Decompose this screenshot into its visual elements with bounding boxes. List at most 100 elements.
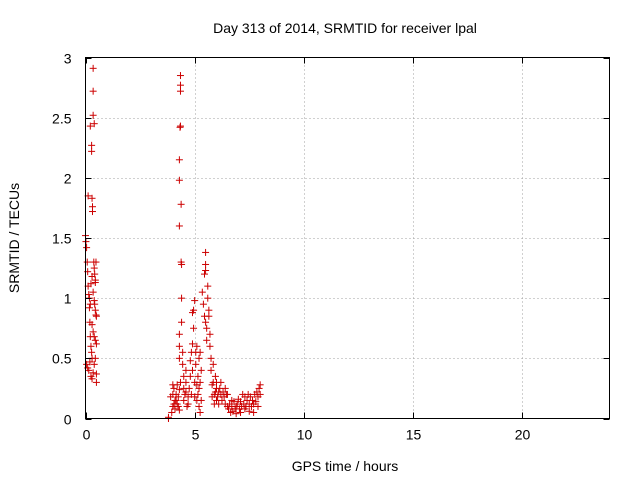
data-point bbox=[90, 264, 98, 272]
data-point bbox=[228, 396, 236, 404]
data-point bbox=[199, 300, 207, 308]
data-point bbox=[196, 408, 204, 416]
data-point bbox=[179, 348, 187, 356]
data-point bbox=[83, 258, 91, 266]
data-point bbox=[207, 366, 215, 374]
data-point bbox=[170, 400, 178, 408]
data-point bbox=[221, 384, 229, 392]
data-point bbox=[174, 402, 182, 410]
data-point bbox=[202, 266, 210, 274]
data-point bbox=[176, 72, 184, 80]
data-point bbox=[185, 384, 193, 392]
data-point bbox=[203, 336, 211, 344]
data-point bbox=[206, 342, 214, 350]
data-point bbox=[88, 194, 96, 202]
data-point bbox=[195, 384, 203, 392]
x-tick-label: 0 bbox=[83, 427, 91, 443]
data-point bbox=[172, 396, 180, 404]
data-point bbox=[205, 306, 213, 314]
data-point bbox=[175, 222, 183, 230]
data-point bbox=[211, 372, 219, 380]
y-tick-label: 1.5 bbox=[52, 231, 72, 247]
data-point bbox=[204, 294, 212, 302]
y-tick-label: 0 bbox=[64, 412, 72, 428]
data-point bbox=[202, 260, 210, 268]
data-point bbox=[89, 288, 97, 296]
data-point bbox=[188, 366, 196, 374]
data-point bbox=[252, 398, 260, 406]
data-point bbox=[197, 366, 205, 374]
data-point bbox=[90, 360, 98, 368]
data-point bbox=[202, 248, 210, 256]
data-point bbox=[175, 176, 183, 184]
y-axis-title: SRMTID / TECUs bbox=[6, 183, 22, 293]
data-point bbox=[86, 122, 94, 130]
data-point bbox=[85, 291, 93, 299]
data-point bbox=[249, 396, 257, 404]
data-point bbox=[178, 260, 186, 268]
data-point bbox=[202, 318, 210, 326]
data-point bbox=[184, 400, 192, 408]
data-point bbox=[256, 381, 264, 389]
data-point bbox=[182, 388, 190, 396]
data-point bbox=[232, 410, 240, 418]
data-point bbox=[215, 400, 223, 408]
y-tick-label: 2.5 bbox=[52, 111, 72, 127]
data-point bbox=[176, 122, 184, 130]
data-point bbox=[175, 342, 183, 350]
data-point bbox=[91, 336, 99, 344]
data-point bbox=[245, 407, 253, 415]
data-point bbox=[186, 372, 194, 380]
data-point bbox=[204, 282, 212, 290]
data-point bbox=[88, 208, 96, 216]
data-point bbox=[91, 306, 99, 314]
data-point bbox=[87, 280, 95, 288]
data-point bbox=[196, 378, 204, 386]
data-point bbox=[194, 372, 202, 380]
data-point bbox=[198, 288, 206, 296]
data-point bbox=[89, 64, 97, 72]
data-point bbox=[92, 312, 100, 320]
data-point bbox=[177, 200, 185, 208]
data-point bbox=[90, 120, 98, 128]
data-point bbox=[192, 360, 200, 368]
data-point bbox=[179, 360, 187, 368]
data-point bbox=[190, 324, 198, 332]
data-point bbox=[175, 330, 183, 338]
data-point bbox=[191, 297, 199, 305]
data-point bbox=[255, 384, 263, 392]
y-tick-label: 3 bbox=[64, 51, 72, 67]
data-point bbox=[92, 340, 100, 348]
data-point bbox=[92, 258, 100, 266]
x-tick-label: 5 bbox=[192, 427, 200, 443]
data-point bbox=[88, 348, 96, 356]
data-point bbox=[196, 348, 204, 356]
data-point bbox=[190, 306, 198, 314]
data-point bbox=[175, 354, 183, 362]
data-point bbox=[89, 111, 97, 119]
data-point bbox=[193, 342, 201, 350]
y-tick-label: 1 bbox=[64, 291, 72, 307]
data-point bbox=[241, 405, 249, 413]
data-point bbox=[213, 378, 220, 386]
data-point bbox=[203, 324, 211, 332]
data-point bbox=[87, 342, 95, 350]
data-point bbox=[194, 390, 202, 398]
data-point bbox=[176, 87, 184, 95]
data-point bbox=[232, 402, 240, 410]
data-point bbox=[85, 366, 93, 374]
data-point bbox=[218, 396, 226, 404]
data-point bbox=[178, 318, 186, 326]
chart-title: Day 313 of 2014, SRMTID for receiver lpa… bbox=[213, 20, 477, 36]
data-point bbox=[246, 393, 254, 401]
x-axis-title: GPS time / hours bbox=[292, 458, 399, 474]
data-point bbox=[88, 141, 96, 149]
x-tick-label: 20 bbox=[515, 427, 531, 443]
data-point bbox=[86, 358, 94, 366]
data-point bbox=[86, 300, 94, 308]
data-point bbox=[175, 406, 183, 414]
x-tick-label: 10 bbox=[297, 427, 313, 443]
data-point bbox=[195, 354, 203, 362]
data-point bbox=[182, 366, 190, 374]
